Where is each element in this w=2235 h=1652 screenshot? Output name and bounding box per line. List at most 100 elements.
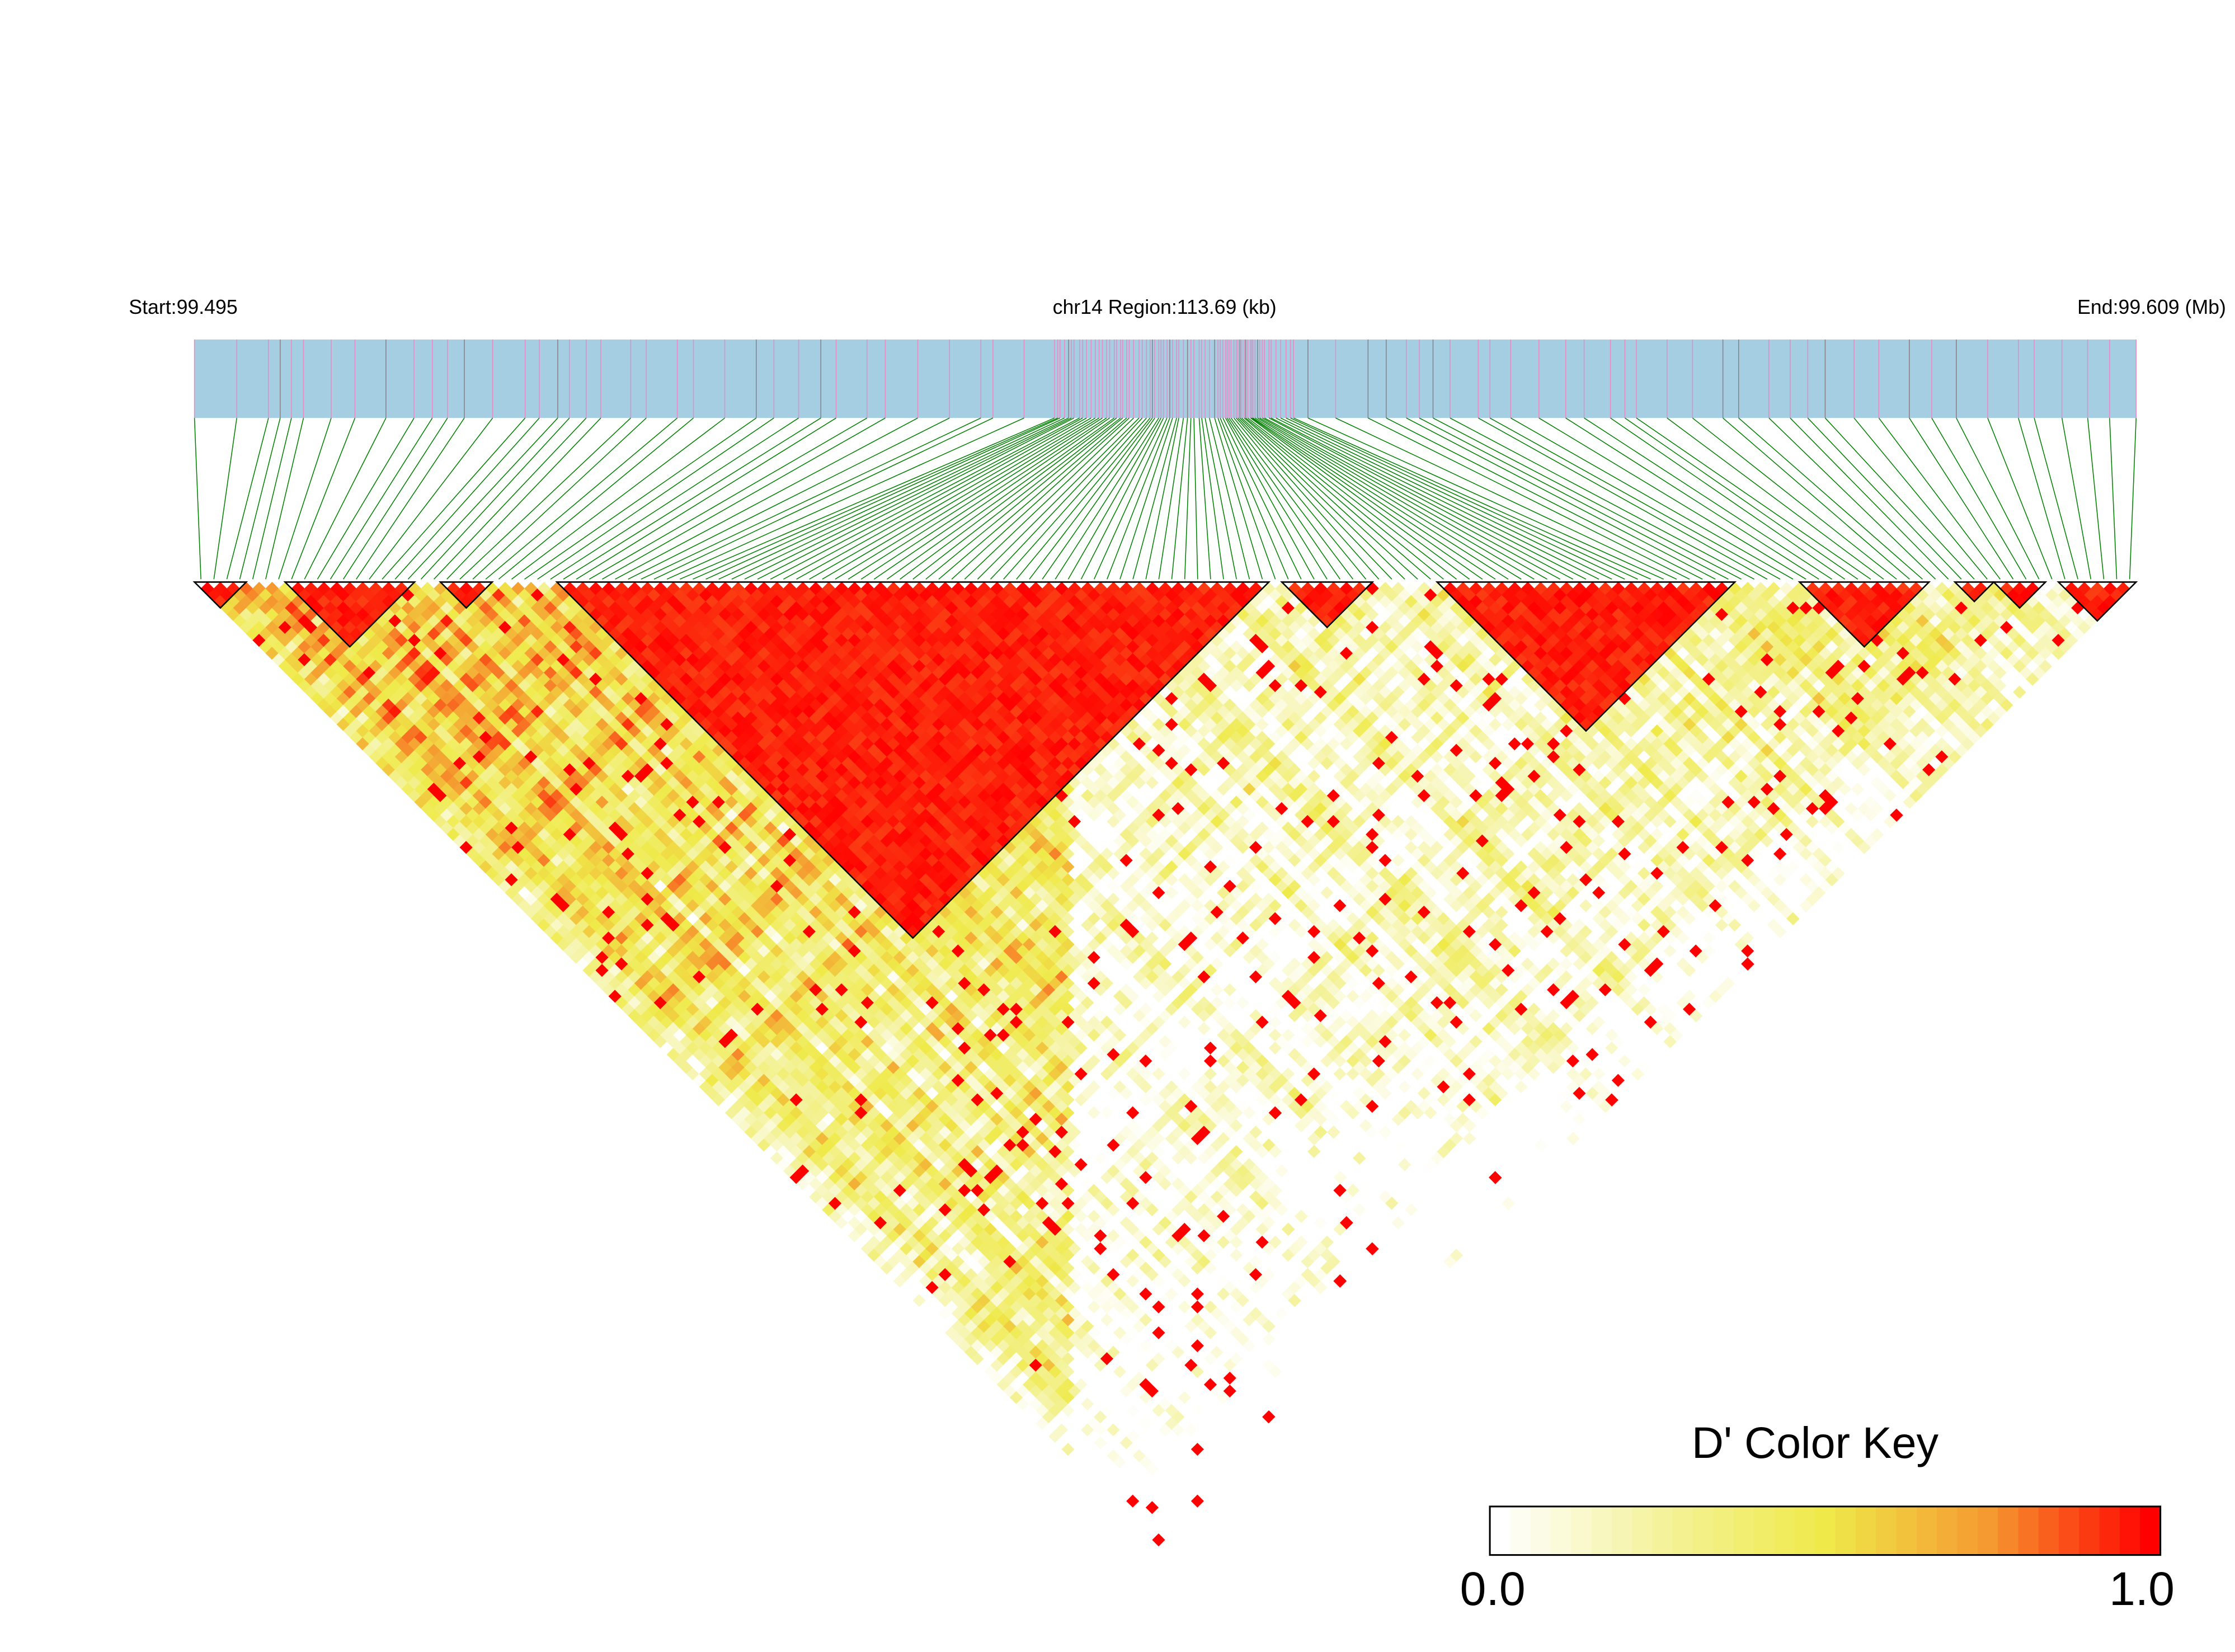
snp-connector-line (369, 417, 493, 580)
snp-connector-line (1909, 417, 2014, 580)
snp-connector-line (1259, 417, 1535, 580)
ld-cell (815, 1132, 829, 1146)
ld-cell (796, 1138, 810, 1152)
snp-connector-line (693, 417, 1058, 580)
ld-cell (1165, 1533, 1179, 1547)
snp-connector-line (2129, 418, 2137, 580)
ld-cell (693, 1009, 706, 1023)
ld-cell (336, 717, 350, 731)
snp-connector-line (1230, 417, 1354, 580)
ld-cell (298, 666, 312, 680)
snp-connector-line (434, 417, 587, 580)
ld-cell (453, 834, 467, 848)
snp-connector-line (524, 417, 757, 580)
ld-cell (375, 743, 389, 757)
snp-connector-line (576, 417, 836, 580)
snp-connector-line (511, 417, 726, 580)
ld-cell (543, 925, 557, 939)
ld-cell (414, 769, 428, 783)
ld-cell (705, 1074, 719, 1088)
snp-connector-line (1987, 417, 2053, 580)
snp-connector-line (1307, 417, 1664, 580)
snp-connector-line (1225, 417, 1315, 580)
ld-cell (453, 782, 467, 796)
ld-cell (796, 1125, 810, 1139)
snp-connector-line (1244, 417, 1431, 580)
ld-cell (1048, 1416, 1062, 1430)
ld-cell (789, 1119, 803, 1133)
snp-connector-line (1269, 417, 1574, 580)
snp-connector-line (809, 417, 1091, 580)
ld-cell (466, 795, 480, 809)
ld-cell (440, 808, 454, 822)
ld-cell (770, 1125, 784, 1139)
snp-connector-line (330, 417, 433, 580)
ld-cell (647, 989, 661, 1003)
snp-connector-line (1692, 417, 1897, 580)
snp-connector-line (1198, 418, 1211, 580)
ld-cell (744, 1086, 758, 1100)
snp-connector-line (1003, 417, 1147, 580)
snp-connector-line (1790, 417, 1949, 580)
ld-cell (505, 860, 519, 874)
snp-connector-line (1538, 417, 1806, 580)
ld-cell (608, 976, 622, 990)
snp-connector-line (1433, 417, 1742, 580)
snp-connector-line (1145, 418, 1179, 580)
snp-connector-line (1610, 417, 1846, 580)
ld-cell (737, 1067, 751, 1081)
snp-connector-line (394, 417, 540, 580)
snp-connector-line (887, 417, 1115, 580)
snp-connector-line (226, 417, 269, 580)
ld-cell (841, 1197, 855, 1211)
snp-connector-line (1245, 417, 1444, 580)
snp-connector-line (1584, 417, 1832, 580)
ld-cell (285, 666, 299, 680)
snp-connectors (194, 417, 2137, 580)
ld-cell (744, 1061, 758, 1075)
snp-connector-line (1510, 417, 1794, 580)
ld-cell (770, 1138, 784, 1152)
ld-cell (789, 1132, 803, 1146)
snp-connector-line (1093, 417, 1168, 580)
snp-connector-line (951, 417, 1130, 580)
ld-cell (543, 873, 557, 887)
ld-cell (336, 666, 350, 680)
ld-cell (453, 795, 467, 809)
snp-connector-line (265, 418, 304, 580)
ld-cell (699, 1080, 713, 1094)
ld-cell (375, 756, 389, 770)
ld-cell (427, 782, 441, 796)
ld-cell (796, 1112, 810, 1126)
ld-cell (1023, 1391, 1036, 1405)
ld-cell (466, 808, 480, 822)
ld-cell (608, 925, 622, 939)
snp-connector-line (1247, 417, 1457, 580)
heatmap-cells (200, 582, 2130, 1554)
snp-connector-line (343, 417, 448, 580)
snp-connector-line (1241, 417, 1418, 580)
ld-cell (517, 860, 531, 874)
ld-cell (699, 1054, 713, 1068)
snp-connector-line (446, 417, 601, 580)
snp-connector-line (848, 417, 1103, 580)
snp-connector-line (213, 418, 237, 580)
ld-cell (310, 666, 324, 680)
ld-cell (479, 795, 493, 809)
snp-connector-line (291, 417, 356, 580)
region-label: chr14 Region:113.69 (kb) (1053, 296, 1277, 318)
ld-cell (660, 1003, 674, 1016)
snp-connector-line (1450, 417, 1755, 580)
ld-cell (505, 834, 519, 848)
snp-connector-line (1878, 417, 2001, 580)
snp-connector-line (1055, 417, 1159, 580)
snp-connector-line (822, 417, 1096, 580)
ld-cell (479, 808, 493, 822)
snp-connector-line (459, 417, 631, 580)
ld-cell (479, 847, 493, 861)
snp-connector-line (705, 417, 1061, 580)
snp-connector-line (1016, 417, 1151, 580)
snp-connector-line (1220, 417, 1289, 580)
ld-cell (414, 782, 428, 796)
